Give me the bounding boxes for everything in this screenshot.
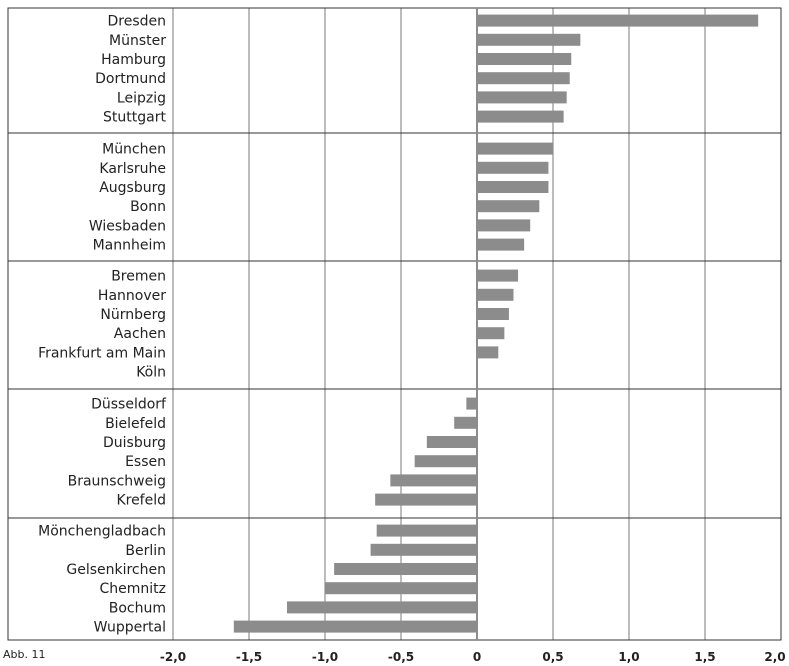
chart-frame (7, 7, 782, 641)
x-tick-label-2: -1,0 (312, 650, 338, 664)
bar-14 (477, 308, 509, 320)
category-label-6: München (102, 142, 166, 158)
category-label-2: Hamburg (101, 52, 166, 68)
bar-7 (477, 161, 549, 174)
bar-2 (477, 53, 572, 65)
bar-6 (477, 142, 553, 155)
bar-11 (477, 238, 525, 251)
bar-16 (477, 346, 499, 359)
bar-0 (477, 14, 759, 27)
figure-caption-fragment: Abb. 11 (3, 648, 46, 661)
category-label-21: Essen (125, 454, 166, 470)
category-label-8: Augsburg (99, 180, 166, 196)
category-label-16: Frankfurt am Main (38, 345, 166, 361)
bar-27 (325, 582, 477, 595)
bar-1 (477, 33, 581, 46)
x-tick-label-1: -1,5 (236, 650, 262, 664)
category-label-25: Berlin (125, 543, 166, 559)
category-label-3: Dortmund (95, 71, 166, 87)
x-tick-label-5: 0,5 (542, 650, 563, 664)
category-label-20: Duisburg (103, 435, 166, 451)
category-label-4: Leipzig (117, 90, 166, 106)
bar-29 (233, 620, 477, 633)
x-tick-label-6: 1,0 (618, 650, 639, 664)
bar-15 (477, 327, 505, 340)
category-label-1: Münster (109, 33, 166, 49)
bar-25 (370, 543, 477, 556)
x-tick-label-4: 0 (473, 650, 481, 664)
bar-19 (454, 416, 477, 429)
x-tick-label-7: 1,5 (694, 650, 715, 664)
category-label-13: Hannover (98, 288, 166, 304)
bar-26 (334, 563, 477, 575)
bar-18 (466, 397, 477, 410)
category-label-24: Mönchengladbach (38, 524, 166, 540)
category-label-15: Aachen (114, 326, 166, 342)
category-label-26: Gelsenkirchen (66, 562, 166, 578)
bar-8 (477, 181, 549, 193)
category-label-28: Bochum (109, 600, 166, 616)
bar-23 (375, 493, 477, 506)
category-label-22: Braunschweig (68, 473, 166, 489)
bar-28 (287, 601, 477, 614)
x-tick-label-8: 2,0 (764, 650, 785, 664)
bar-9 (477, 200, 540, 213)
category-label-7: Karlsruhe (99, 161, 166, 177)
category-label-12: Bremen (111, 269, 166, 285)
category-label-11: Mannheim (93, 238, 166, 254)
bar-21 (414, 455, 477, 468)
category-label-17: Köln (136, 365, 166, 381)
category-label-29: Wuppertal (94, 620, 166, 636)
category-label-9: Bonn (130, 199, 166, 215)
bar-10 (477, 219, 531, 232)
category-label-5: Stuttgart (103, 110, 166, 126)
category-label-18: Düsseldorf (91, 397, 167, 413)
category-label-19: Bielefeld (105, 416, 166, 432)
category-label-14: Nürnberg (100, 307, 166, 323)
category-label-23: Krefeld (116, 493, 166, 509)
bar-4 (477, 91, 567, 104)
x-tick-label-3: -0,5 (388, 650, 414, 664)
bar-22 (390, 474, 477, 487)
bar-5 (477, 110, 564, 123)
x-tick-label-0: -2,0 (160, 650, 186, 664)
bar-20 (426, 436, 477, 448)
bar-13 (477, 288, 514, 301)
category-label-27: Chemnitz (100, 581, 167, 597)
bar-3 (477, 72, 570, 85)
bar-12 (477, 269, 519, 282)
category-label-0: Dresden (107, 14, 166, 30)
category-label-10: Wiesbaden (89, 218, 166, 234)
bar-24 (376, 524, 477, 537)
